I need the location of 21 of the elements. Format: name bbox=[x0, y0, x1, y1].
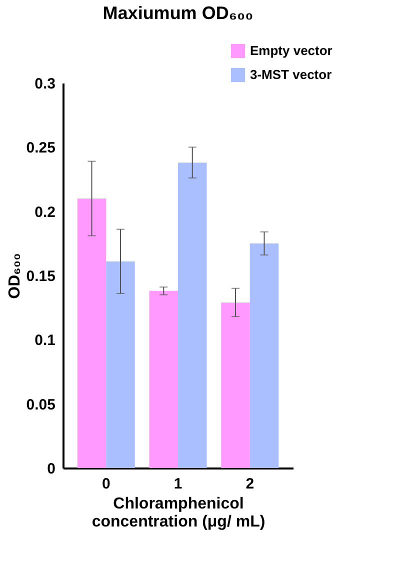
y-tick-label: 0 bbox=[47, 460, 56, 478]
bar bbox=[77, 198, 106, 468]
bar bbox=[221, 302, 250, 468]
legend-label: Empty vector bbox=[250, 43, 332, 58]
y-tick-label: 0.15 bbox=[26, 268, 56, 285]
y-tick-label: 0.3 bbox=[34, 76, 56, 92]
bar bbox=[106, 261, 135, 468]
y-tick-label: 0.05 bbox=[26, 396, 56, 414]
bar bbox=[178, 162, 207, 468]
x-tick-label: 2 bbox=[246, 476, 254, 492]
x-tick-label: 0 bbox=[102, 476, 110, 492]
y-tick-label: 0.25 bbox=[26, 140, 56, 157]
y-tick-label: 0.2 bbox=[34, 204, 56, 221]
y-tick-label: 0.1 bbox=[34, 332, 56, 350]
y-axis-title: OD₆₀₀ bbox=[6, 253, 24, 299]
legend-label: 3-MST vector bbox=[250, 67, 332, 82]
bar bbox=[149, 290, 178, 468]
x-tick-label: 1 bbox=[174, 476, 182, 492]
x-axis-title: Chloramphenicol concentration (μg/ mL) bbox=[92, 496, 266, 530]
chart-title: Maxiumum OD₆₀₀ bbox=[102, 3, 254, 23]
bar bbox=[250, 243, 279, 468]
